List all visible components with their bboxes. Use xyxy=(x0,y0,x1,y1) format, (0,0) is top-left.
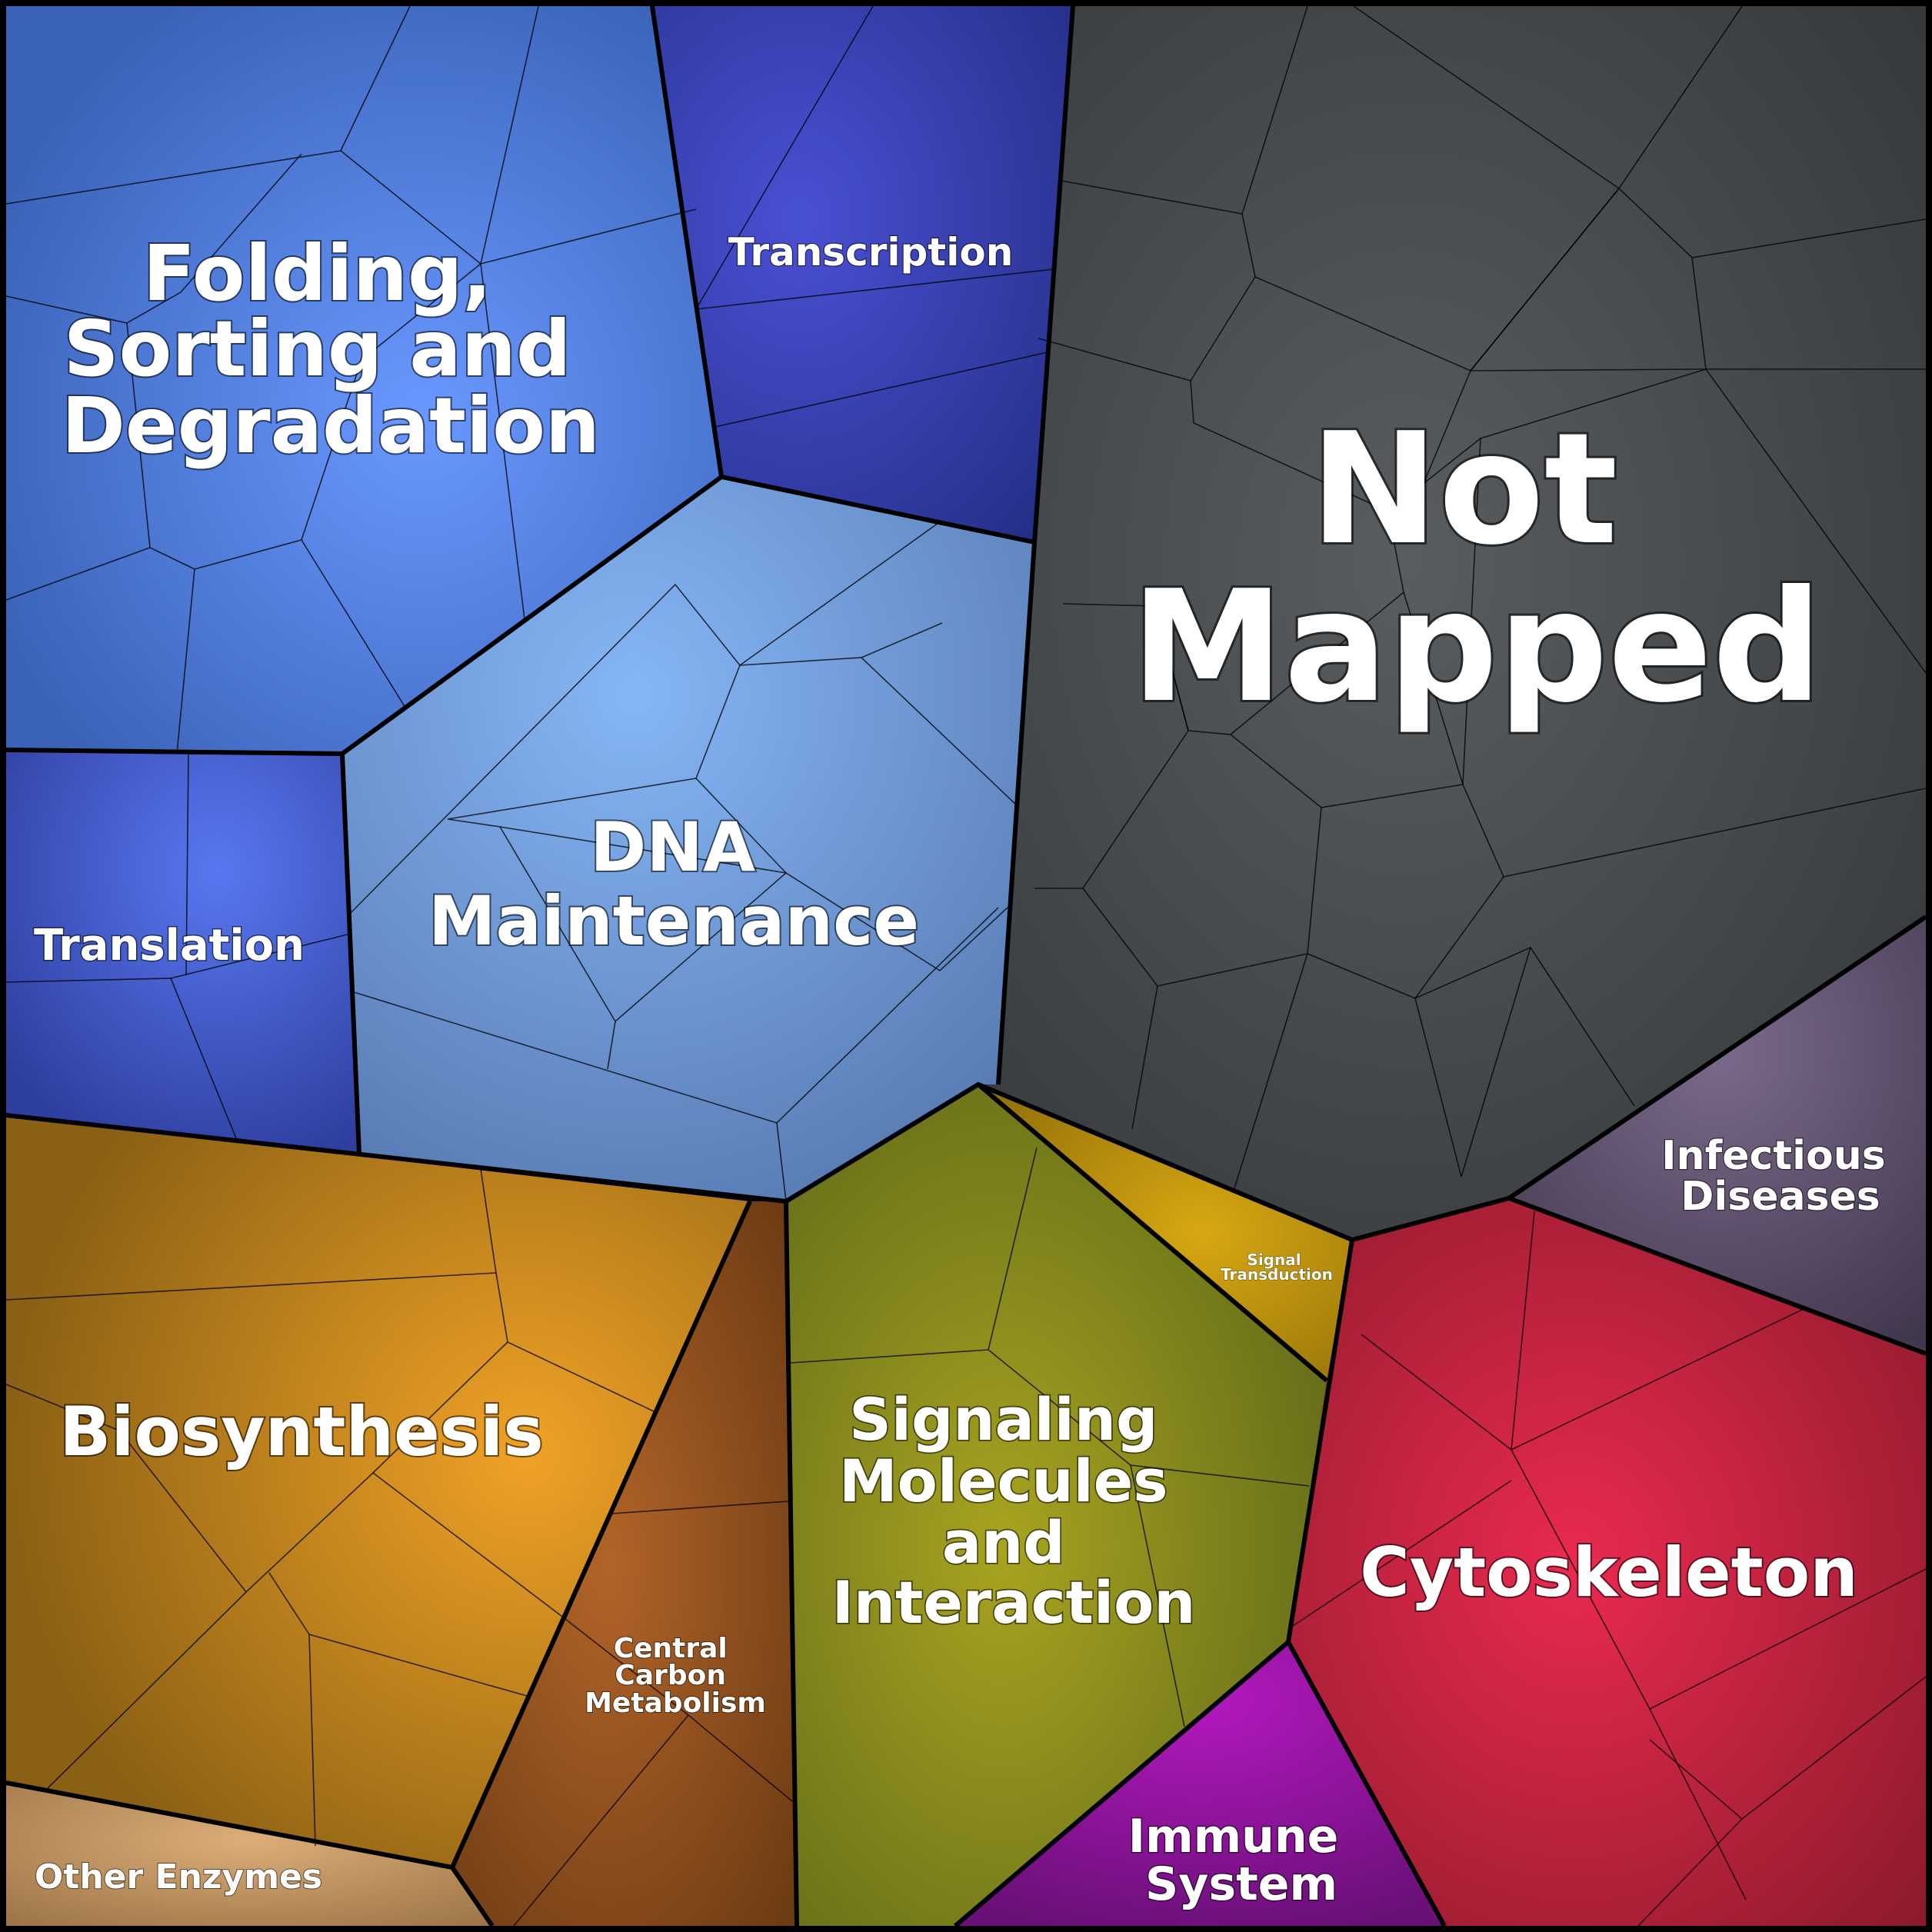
region-central[interactable] xyxy=(452,1201,797,1926)
label-notmapped: Not Mapped xyxy=(1131,400,1822,737)
label-cytoskeleton: Cytoskeleton xyxy=(1360,1533,1858,1612)
label-dna: DNA Maintenance xyxy=(428,808,919,961)
subcell-layer xyxy=(5,5,1927,1927)
label-biosynthesis: Biosynthesis xyxy=(59,1392,543,1471)
label-signaltrans: Signal Transduction xyxy=(1221,1251,1333,1284)
label-transcription: Transcription xyxy=(728,230,1014,275)
label-immune: Immune System xyxy=(1128,1810,1354,1911)
region-notmapped[interactable] xyxy=(978,6,1926,1240)
region-signaltrans[interactable] xyxy=(978,1084,1352,1381)
label-folding: Folding, Sorting and Degradation xyxy=(62,228,600,471)
label-translation: Translation xyxy=(34,921,305,971)
label-central: Central Carbon Metabolism xyxy=(585,1633,766,1719)
region-layer xyxy=(6,6,1926,1926)
region-biosynthesis[interactable] xyxy=(6,1115,750,1867)
region-transcription[interactable] xyxy=(652,6,1073,542)
region-infectious[interactable] xyxy=(1509,917,1926,1354)
label-infectious: Infectious Diseases xyxy=(1661,1133,1900,1220)
region-signaling[interactable] xyxy=(786,1084,1327,1926)
label-layer: Folding, Sorting and Degradation Transcr… xyxy=(33,227,1900,1913)
region-immune[interactable] xyxy=(955,1642,1444,1926)
label-other: Other Enzymes xyxy=(35,1857,322,1897)
region-other[interactable] xyxy=(6,1783,492,1926)
region-translation[interactable] xyxy=(6,750,359,1154)
region-folding[interactable] xyxy=(6,6,721,754)
region-cytoskeleton[interactable] xyxy=(1288,1198,1926,1926)
label-signaling: Signaling Molecules and Interaction xyxy=(832,1385,1196,1637)
